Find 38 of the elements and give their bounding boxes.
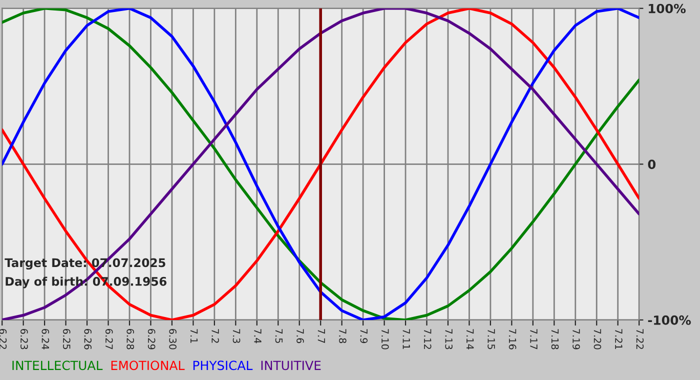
- x-tick-label: 6.26: [84, 328, 92, 350]
- x-tick-label: 6.29: [148, 328, 156, 350]
- x-tick-label: 7.21: [615, 329, 622, 350]
- x-tick-label: 7.5: [275, 329, 283, 343]
- text: INTELLECTUAL: [12, 360, 103, 370]
- x-tick-label: 7.20: [594, 329, 602, 350]
- x-tick-label: 7.2: [212, 329, 219, 343]
- x-tick-label: 6.25: [62, 328, 70, 350]
- x-tick-label: 7.13: [445, 329, 453, 350]
- y-tick-label: 100%: [648, 4, 686, 14]
- x-tick-label: 6.27: [105, 328, 113, 350]
- x-tick-label: 7.11: [402, 329, 410, 350]
- x-tick-label: 7.16: [508, 329, 516, 350]
- line-series: [2, 8, 640, 320]
- x-tick-label: 7.14: [466, 329, 474, 350]
- x-tick-label: 7.8: [339, 329, 346, 344]
- x-tick-label: 7.15: [488, 329, 495, 350]
- text: EMOTIONAL: [111, 360, 185, 370]
- x-tick-label: 7.1: [190, 329, 198, 343]
- y-tick-label: 0: [648, 160, 656, 170]
- x-tick-label: 7.6: [296, 329, 304, 344]
- x-tick-label: 7.18: [551, 329, 559, 350]
- x-tick-label: 6.30: [169, 328, 176, 350]
- x-tick-label: 6.28: [126, 328, 134, 350]
- x-tick-label: 7.19: [572, 329, 580, 350]
- x-tick-label: 7.12: [424, 329, 432, 349]
- y-tick-label: -100%: [648, 315, 691, 325]
- x-tick-label: 6.23: [20, 328, 28, 350]
- x-tick-label: 7.17: [530, 329, 538, 350]
- x-tick-label: 6.24: [42, 328, 50, 350]
- x-tick-label: 7.3: [232, 329, 240, 343]
- x-tick-label: 7.22: [636, 329, 644, 349]
- x-tick-label: 7.4: [254, 329, 262, 344]
- text: PHYSICAL: [193, 360, 253, 370]
- x-tick-label: 7.7: [318, 329, 326, 343]
- x-tick-label: 7.9: [360, 329, 368, 344]
- x-tick-label: 7.10: [381, 329, 389, 350]
- text: INTUITIVE: [261, 360, 321, 370]
